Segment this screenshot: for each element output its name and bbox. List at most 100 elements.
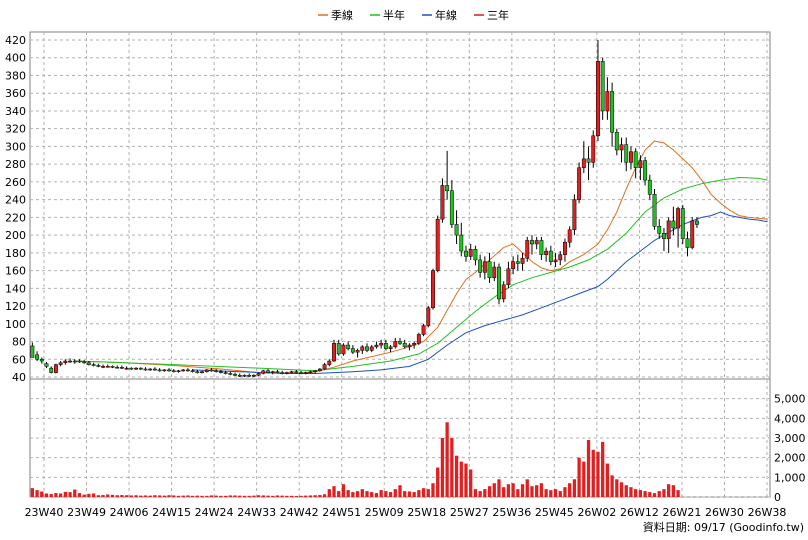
volume-bar bbox=[77, 493, 82, 497]
volume-bar bbox=[256, 495, 261, 497]
volume-bar bbox=[629, 487, 633, 497]
volume-bar bbox=[577, 457, 581, 497]
candle-body bbox=[294, 371, 299, 373]
candle-body bbox=[600, 61, 605, 112]
volume-bar bbox=[662, 489, 666, 497]
volume-bar bbox=[134, 495, 138, 497]
candle-body bbox=[605, 91, 610, 112]
price-tick-label: 420 bbox=[5, 34, 26, 47]
volume-bar bbox=[337, 491, 341, 497]
volume-bar bbox=[667, 484, 671, 497]
candle-body bbox=[242, 374, 247, 377]
x-tick-label: 26W30 bbox=[705, 506, 744, 519]
volume-bar bbox=[440, 438, 445, 497]
volume-bar bbox=[426, 489, 430, 497]
volume-bar bbox=[634, 489, 638, 497]
candle-body bbox=[162, 369, 167, 372]
price-tick-label: 80 bbox=[12, 336, 26, 349]
volume-bar bbox=[492, 483, 496, 497]
data-source-note: 資料日期: 09/17 (Goodinfo.tw) bbox=[643, 520, 804, 534]
candle-body bbox=[247, 374, 252, 377]
volume-bar bbox=[591, 449, 595, 497]
candle-body bbox=[676, 208, 681, 229]
candle-body bbox=[185, 369, 190, 372]
volume-bar bbox=[464, 463, 468, 497]
candle-body bbox=[624, 144, 629, 163]
candle-body bbox=[506, 268, 511, 286]
candle-body bbox=[143, 368, 148, 371]
volume-bar bbox=[648, 492, 652, 497]
volume-bar bbox=[153, 495, 157, 497]
candle-body bbox=[181, 369, 186, 372]
candle-body bbox=[398, 341, 402, 344]
volume-bar bbox=[346, 490, 350, 497]
candle-body bbox=[171, 370, 176, 373]
candle-body bbox=[416, 334, 421, 344]
price-tick-label: 400 bbox=[5, 52, 26, 65]
volume-bar bbox=[520, 484, 525, 497]
volume-bar bbox=[469, 469, 473, 497]
volume-bar bbox=[506, 484, 511, 497]
candle-body bbox=[581, 158, 586, 168]
price-tick-label: 320 bbox=[5, 123, 26, 136]
candle-body bbox=[124, 367, 129, 370]
candle-body bbox=[86, 362, 91, 365]
volume-bar bbox=[553, 489, 558, 497]
candle-body bbox=[101, 366, 106, 368]
price-tick-label: 260 bbox=[5, 176, 26, 189]
volume-bar bbox=[360, 489, 364, 497]
x-tick-label: 25W09 bbox=[365, 506, 404, 519]
volume-bar bbox=[162, 495, 166, 497]
candle-body bbox=[431, 270, 435, 309]
candle-body bbox=[209, 369, 214, 372]
volume-bar bbox=[657, 491, 661, 497]
candle-body bbox=[167, 369, 171, 372]
volume-plot-frame bbox=[29, 378, 771, 498]
legend-label-2: 年線 bbox=[435, 8, 457, 22]
volume-bars bbox=[30, 422, 680, 497]
volume-bar bbox=[568, 483, 572, 497]
legend-label-3: 三年 bbox=[487, 8, 509, 22]
candle-body bbox=[355, 350, 360, 353]
candle-body bbox=[322, 364, 327, 370]
candle-body bbox=[82, 361, 87, 364]
volume-bar bbox=[252, 495, 256, 497]
volume-bar bbox=[483, 489, 487, 497]
volume-bar bbox=[110, 494, 115, 497]
volume-bar bbox=[44, 493, 49, 497]
candle-body bbox=[72, 360, 77, 363]
volume-bar bbox=[393, 489, 397, 497]
volume-bar bbox=[285, 495, 289, 497]
candle-body bbox=[454, 224, 459, 236]
price-tick-label: 340 bbox=[5, 105, 26, 118]
volume-bar bbox=[195, 495, 199, 497]
candlesticks bbox=[30, 40, 699, 377]
price-tick-label: 380 bbox=[5, 69, 26, 82]
volume-bar bbox=[91, 493, 96, 497]
candle-body bbox=[464, 250, 468, 257]
volume-bar bbox=[601, 441, 605, 497]
candle-body bbox=[119, 366, 124, 369]
price-tick-label: 280 bbox=[5, 158, 26, 171]
x-tick-label: 24W24 bbox=[195, 506, 234, 519]
volume-bar bbox=[652, 493, 657, 497]
candle-body bbox=[596, 61, 600, 137]
volume-tick-label: 4,000 bbox=[774, 412, 806, 425]
candle-body bbox=[317, 368, 322, 372]
volume-bar bbox=[289, 495, 294, 497]
candle-body bbox=[680, 208, 685, 239]
volume-bar bbox=[176, 495, 181, 497]
volume-tick-label: 0 bbox=[774, 491, 781, 504]
ma-year-line bbox=[192, 211, 768, 374]
volume-bar bbox=[638, 490, 643, 497]
volume-bar bbox=[247, 495, 251, 497]
candle-body bbox=[657, 225, 662, 234]
candle-body bbox=[299, 372, 303, 374]
candle-body bbox=[647, 179, 652, 195]
candle-body bbox=[346, 344, 351, 349]
candle-body bbox=[200, 371, 204, 373]
volume-bar bbox=[54, 493, 58, 497]
volume-bar bbox=[417, 490, 421, 497]
candle-body bbox=[49, 367, 54, 373]
volume-bar bbox=[374, 493, 379, 497]
